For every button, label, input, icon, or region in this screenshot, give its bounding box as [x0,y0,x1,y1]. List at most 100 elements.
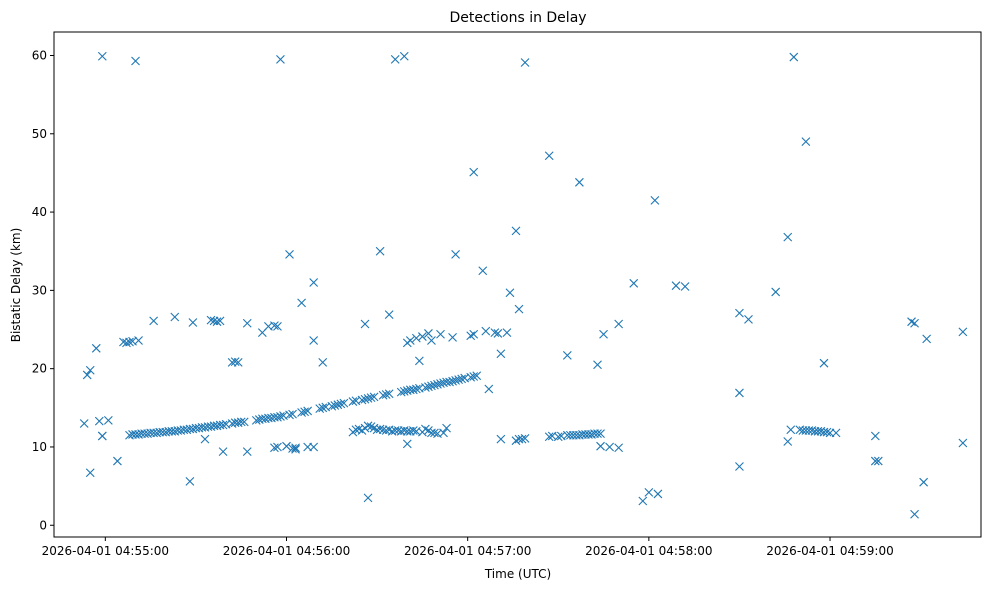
data-point [408,385,418,395]
data-point [910,318,919,328]
data-point [638,496,648,506]
data-point [79,419,89,428]
data-point [215,316,225,326]
data-point [436,379,445,388]
data-point [363,394,373,403]
y-tick-label: 50 [32,127,47,141]
data-point [436,329,445,339]
data-point [327,401,337,411]
data-point [735,388,744,398]
data-point [134,336,143,345]
data-point [783,437,793,446]
data-point [363,493,373,503]
x-axis: 2026-04-01 04:55:00 2026-04-01 04:56:00 20… [42,537,894,558]
data-point [188,318,198,327]
data-point [384,310,394,320]
x-tick-label: 2026-04-01 04:56:00 [223,544,350,558]
data-point [466,372,476,382]
x-tick-label: 2026-04-01 04:58:00 [585,544,712,558]
data-point [502,328,512,338]
data-point [333,400,343,410]
data-point [282,441,291,451]
data-point [496,434,506,444]
data-point [97,51,107,61]
data-point [236,417,246,427]
data-point [469,167,479,177]
data-point [348,397,358,406]
data-point [94,416,104,426]
data-point [680,282,690,291]
data-point [451,376,460,385]
y-axis: 0 10 20 30 40 50 60 [32,48,54,532]
data-point [424,329,433,338]
data-point [629,278,639,288]
data-point [454,375,464,385]
data-point [414,356,424,366]
data-point [288,444,297,453]
data-point [212,317,222,327]
data-point [562,350,572,360]
data-point [103,415,113,425]
data-point [291,444,300,454]
data-point [276,55,285,64]
data-point [285,410,294,420]
data-point [442,423,451,433]
data-point [650,195,660,205]
data-point [644,487,654,497]
data-point [330,401,340,410]
data-point [517,434,527,444]
x-axis-label: Time (UTC) [484,567,551,581]
y-axis-label: Bistatic Delay (km) [9,228,23,343]
data-point [411,384,421,394]
data-point [125,337,134,347]
data-point [113,456,122,466]
data-point [369,392,379,402]
data-point [505,288,515,298]
data-point [430,428,439,438]
data-point [375,424,385,434]
data-point [303,406,313,416]
data-point [378,390,388,400]
data-point [402,439,412,449]
data-point [357,395,367,405]
data-point [273,412,282,422]
data-point [783,232,793,242]
data-point [448,332,457,342]
data-point [735,462,744,471]
data-point [399,386,409,396]
data-point [309,442,319,452]
data-point [605,442,614,452]
data-point [421,383,430,392]
data-point [411,333,421,343]
data-point [472,371,482,381]
data-point [481,326,491,336]
data-point [596,441,605,451]
data-point [451,249,460,259]
data-point [593,360,602,370]
data-point [819,358,829,368]
data-point [366,393,376,403]
data-point [457,374,467,384]
data-point [496,349,506,359]
plot-frame [53,31,982,538]
data-point [599,329,608,339]
data-point [511,226,521,236]
data-point [273,442,282,452]
data-point [218,447,228,457]
data-point [309,278,319,287]
y-tick-label: 40 [32,205,47,219]
data-point [910,509,919,519]
data-point [131,56,140,66]
data-point [315,404,325,413]
data-point [520,433,530,443]
data-point [405,336,415,345]
data-point [408,426,418,435]
data-point [553,432,563,442]
data-point [381,390,391,399]
data-point [771,287,781,297]
data-point [439,428,448,438]
data-point [596,429,605,439]
data-point [360,319,370,329]
data-point [822,427,832,437]
